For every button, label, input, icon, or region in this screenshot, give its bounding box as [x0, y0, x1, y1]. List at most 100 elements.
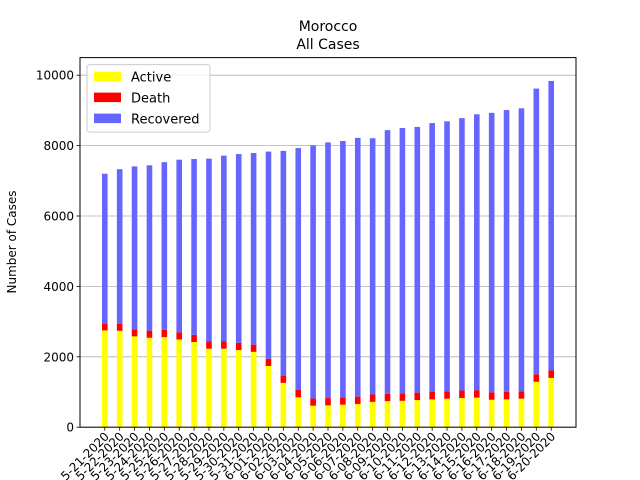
bar-death [474, 390, 480, 398]
y-tick-label: 10000 [36, 69, 74, 83]
bar-recovered [250, 152, 257, 345]
bar-death [280, 375, 287, 383]
bar-active [176, 339, 182, 428]
bar-active [250, 351, 257, 428]
bar-active [459, 397, 465, 428]
bar-recovered [280, 150, 287, 376]
legend: Active Death Recovered [86, 64, 211, 133]
bar-active [384, 401, 391, 428]
bar-recovered [459, 118, 465, 391]
legend-swatch-death [94, 92, 121, 103]
bar-active [503, 399, 510, 428]
bar-recovered [474, 114, 480, 391]
y-tick-label: 6000 [43, 210, 74, 224]
bar-death [295, 390, 302, 398]
bar-death [206, 341, 212, 349]
y-axis-label: Number of Cases [5, 190, 19, 293]
bar-recovered [369, 138, 376, 395]
bar-recovered [548, 80, 554, 371]
bar-active [533, 381, 540, 428]
bar-recovered [116, 169, 123, 324]
bar-death [221, 341, 227, 349]
bar-active [161, 337, 168, 428]
bar-death [488, 392, 495, 400]
bar-active [354, 403, 361, 428]
bar-death [414, 392, 421, 401]
bar-death [235, 342, 242, 351]
bar-death [548, 370, 554, 378]
bar-active [295, 397, 302, 428]
bar-recovered [399, 128, 406, 394]
bar-recovered [206, 158, 212, 342]
bar-recovered [340, 141, 346, 398]
bar-recovered [444, 121, 450, 392]
bar-death [399, 393, 406, 401]
bar-recovered [295, 148, 302, 391]
bar-death [176, 332, 182, 340]
bar-recovered [146, 165, 153, 331]
x-axis: 5-21-20205-22-20205-23-20205-24-20205-25… [58, 427, 558, 480]
bar-recovered [235, 154, 242, 343]
bar-recovered [176, 159, 182, 333]
bar-active [399, 400, 406, 428]
bar-death [384, 393, 391, 402]
bar-death [250, 344, 257, 352]
chart-title: Morocco [299, 19, 358, 35]
bar-death [518, 391, 525, 399]
bar-active [414, 400, 421, 428]
bar-death [533, 374, 540, 382]
bar-recovered [131, 166, 138, 330]
y-axis: 0 2000 4000 6000 8000 10000 [36, 69, 80, 435]
legend-swatch-recovered [94, 113, 121, 124]
bar-active [221, 348, 227, 428]
bar-recovered [533, 88, 540, 375]
bar-death [444, 391, 450, 399]
bar-death [369, 394, 376, 402]
bar-recovered [310, 145, 316, 399]
bar-active [488, 399, 495, 428]
bar-recovered [221, 155, 227, 342]
chart-subtitle: All Cases [296, 37, 359, 53]
bar-recovered [191, 158, 197, 335]
y-tick-label: 2000 [43, 350, 74, 364]
bar-active [131, 336, 138, 428]
bar-recovered [354, 137, 361, 397]
bars [102, 80, 554, 428]
bar-recovered [102, 173, 108, 324]
bar-death [354, 396, 361, 404]
y-tick-label: 0 [66, 421, 74, 435]
bar-recovered [518, 108, 525, 392]
bar-death [265, 358, 272, 366]
bar-active [235, 350, 242, 428]
legend-label-death: Death [131, 92, 170, 107]
bar-active [474, 397, 480, 428]
bar-recovered [414, 126, 421, 393]
bar-active [265, 365, 272, 428]
bar-death [340, 397, 346, 405]
bar-death [102, 323, 108, 331]
bar-active [191, 342, 197, 428]
bar-recovered [265, 151, 272, 359]
bar-active [310, 405, 316, 428]
bar-active [518, 398, 525, 428]
bar-death [503, 391, 510, 400]
bar-recovered [503, 110, 510, 392]
bar-death [116, 323, 123, 331]
bar-active [280, 382, 287, 428]
bar-death [310, 398, 316, 406]
bar-recovered [429, 123, 435, 392]
bar-recovered [325, 142, 331, 399]
bar-recovered [161, 162, 168, 330]
bar-active [340, 404, 346, 428]
legend-swatch-active [94, 71, 121, 82]
y-tick-label: 4000 [43, 280, 74, 294]
bar-active [116, 330, 123, 428]
bar-active [548, 377, 554, 428]
bar-recovered [384, 130, 391, 394]
legend-label-recovered: Recovered [131, 113, 200, 128]
bar-death [161, 329, 168, 338]
legend-label-active: Active [131, 71, 171, 86]
bar-death [131, 329, 138, 337]
bar-death [191, 334, 197, 343]
